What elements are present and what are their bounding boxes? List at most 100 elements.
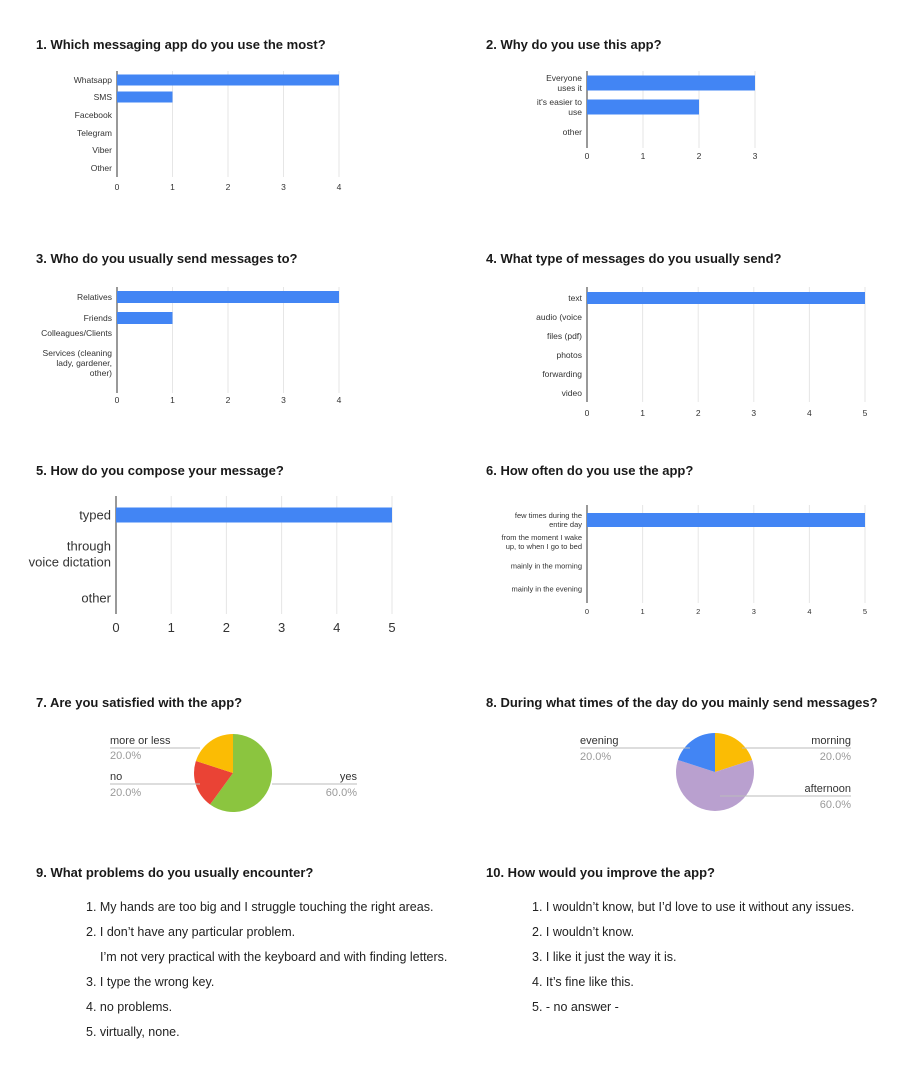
bar [117, 91, 173, 103]
pie-label: evening [580, 735, 619, 747]
category-label: from the moment I wake [502, 533, 582, 542]
category-label: Services (cleaning [43, 348, 113, 358]
category-label: video [562, 388, 583, 398]
tick-label: 2 [697, 151, 702, 161]
q8-title: 8. During what times of the day do you m… [486, 695, 878, 710]
pie-label: more or less [110, 735, 171, 747]
category-label: Everyone [546, 73, 582, 83]
pie-percent-label: 60.0% [820, 799, 851, 811]
category-label: other [81, 591, 111, 606]
tick-label: 3 [751, 408, 756, 418]
tick-label: 1 [168, 620, 175, 635]
list-item: 3. I type the wrong key. [86, 975, 215, 989]
pie-label: yes [340, 771, 358, 783]
q7-title: 7. Are you satisfied with the app? [36, 695, 243, 710]
tick-label: 0 [115, 182, 120, 192]
tick-label: 5 [388, 620, 395, 635]
category-label: typed [79, 508, 111, 523]
category-label: mainly in the evening [512, 585, 582, 594]
bar [587, 292, 865, 304]
category-label: voice dictation [29, 555, 111, 570]
pie-label: no [110, 771, 122, 783]
q4-title: 4. What type of messages do you usually … [486, 251, 782, 266]
tick-label: 2 [696, 408, 701, 418]
category-label: SMS [94, 92, 113, 102]
tick-label: 0 [112, 620, 119, 635]
pie-slice [210, 734, 272, 812]
category-label: mainly in the morning [511, 562, 582, 571]
list-item: 1. My hands are too big and I struggle t… [86, 900, 434, 914]
category-label: Relatives [77, 292, 112, 302]
pie-percent-label: 20.0% [820, 751, 851, 763]
pie-percent-label: 20.0% [580, 751, 611, 763]
tick-label: 4 [333, 620, 340, 635]
pie-slice [195, 734, 233, 773]
q3-title: 3. Who do you usually send messages to? [36, 251, 298, 266]
list-item: 2. I wouldn’t know. [532, 925, 635, 939]
bar [587, 99, 699, 115]
category-label: Telegram [77, 128, 112, 138]
category-label: it's easier to [537, 97, 582, 107]
tick-label: 4 [337, 395, 342, 405]
category-label: few times during the [515, 511, 582, 520]
pie-slice [194, 760, 233, 805]
tick-label: 1 [170, 182, 175, 192]
pie-percent-label: 20.0% [110, 750, 141, 762]
list-item: 1. I wouldn’t know, but I’d love to use … [532, 900, 855, 914]
q1-title: 1. Which messaging app do you use the mo… [36, 37, 326, 52]
category-label: Friends [84, 313, 112, 323]
q2-title: 2. Why do you use this app? [486, 37, 662, 52]
category-label: photos [556, 350, 582, 360]
category-label: Other [91, 163, 112, 173]
bar [117, 74, 339, 86]
tick-label: 0 [115, 395, 120, 405]
bar [117, 291, 339, 303]
category-label: Colleagues/Clients [41, 328, 112, 338]
pie-percent-label: 20.0% [110, 787, 141, 799]
tick-label: 5 [863, 408, 868, 418]
tick-label: 1 [641, 607, 645, 616]
category-label: audio (voice [536, 312, 582, 322]
pie-label: afternoon [805, 783, 851, 795]
list-item: 5. - no answer - [532, 1000, 619, 1014]
tick-label: 0 [585, 151, 590, 161]
q5-title: 5. How do you compose your message? [36, 463, 284, 478]
category-label: other [563, 127, 583, 137]
pie-slice [675, 759, 754, 812]
tick-label: 0 [585, 607, 589, 616]
category-label: forwarding [542, 369, 582, 379]
tick-label: 1 [170, 395, 175, 405]
tick-label: 3 [278, 620, 285, 635]
category-label: files (pdf) [547, 331, 582, 341]
category-label: lady, gardener, [56, 358, 112, 368]
tick-label: 2 [226, 182, 231, 192]
pie-label: morning [811, 735, 851, 747]
category-label: other) [90, 368, 112, 378]
tick-label: 2 [223, 620, 230, 635]
tick-label: 2 [696, 607, 700, 616]
list-item: 5. virtually, none. [86, 1025, 180, 1039]
category-label: Whatsapp [74, 75, 113, 85]
tick-label: 3 [281, 395, 286, 405]
tick-label: 0 [585, 408, 590, 418]
list-item: I’m not very practical with the keyboard… [100, 950, 448, 964]
bar [587, 75, 755, 91]
tick-label: 4 [807, 607, 811, 616]
tick-label: 1 [640, 408, 645, 418]
q6-title: 6. How often do you use the app? [486, 463, 694, 478]
bar [116, 507, 392, 523]
category-label: Viber [92, 145, 112, 155]
category-label: through [67, 539, 111, 554]
list-item: 4. no problems. [86, 1000, 173, 1014]
tick-label: 2 [226, 395, 231, 405]
category-label: up, to when I go to bed [506, 542, 582, 551]
category-label: uses it [557, 83, 582, 93]
